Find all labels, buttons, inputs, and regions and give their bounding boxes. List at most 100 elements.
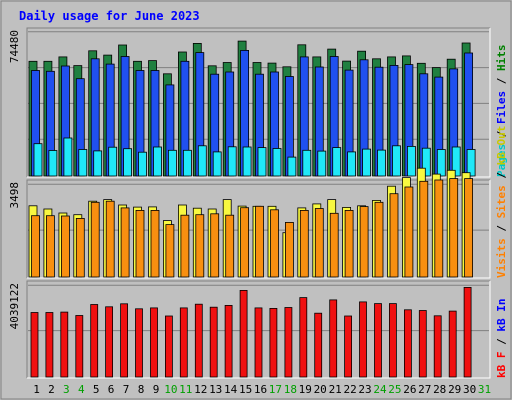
bar-kb-f-day-16 xyxy=(254,307,263,378)
bar-sites-day-13 xyxy=(210,213,220,278)
panel-border-dark xyxy=(26,179,490,278)
chart-title: Daily usage for June 2023 xyxy=(19,9,200,23)
bar-kb-f-day-9 xyxy=(150,307,158,378)
bar-sites-day-15 xyxy=(240,207,250,278)
bar-sites-day-2 xyxy=(46,215,55,278)
bar-kb-f-day-21 xyxy=(329,299,338,378)
chart-panels: 74480 3498 4039122 xyxy=(8,27,491,379)
bar-sites-day-16 xyxy=(255,205,264,278)
x-tick-label: 26 xyxy=(403,383,416,396)
x-tick-label: 28 xyxy=(433,383,446,396)
x-tick-label: 31 xyxy=(478,383,491,396)
x-axis-day-labels: 1 2 3 4 5 6 7 8 9 10 11 12 13 14 15 16 17 18 19 20 21 22 23 24 2… xyxy=(33,383,491,396)
panel-requests: 74480 xyxy=(8,27,491,178)
legend-entry: Files xyxy=(495,91,508,124)
bar-sites-day-6 xyxy=(105,200,115,278)
x-tick-label: 22 xyxy=(343,383,356,396)
bar-sites-day-7 xyxy=(120,207,130,278)
legend-entry: kB In xyxy=(495,299,508,332)
bar-pages-day-19 xyxy=(302,149,312,177)
x-tick-label: 2 xyxy=(48,383,55,396)
x-tick-label: 15 xyxy=(239,383,252,396)
bar-sites-day-3 xyxy=(61,215,70,278)
bar-kb-f-day-1 xyxy=(30,312,39,378)
legend-entry: Visits xyxy=(495,238,508,278)
x-tick-label: 19 xyxy=(299,383,312,396)
x-tick-label: 4 xyxy=(78,383,85,396)
bar-kb-f-day-12 xyxy=(194,303,203,378)
legend-separator: / xyxy=(495,165,508,185)
bar-sites-day-24 xyxy=(374,201,384,278)
bar-sites-day-22 xyxy=(344,209,354,278)
bar-sites-day-11 xyxy=(180,214,190,278)
bar-pages-day-3 xyxy=(63,137,73,177)
bar-pages-day-21 xyxy=(332,147,342,177)
bar-pages-day-24 xyxy=(377,149,386,177)
bar-sites-day-12 xyxy=(195,214,205,278)
bar-sites-day-10 xyxy=(165,224,175,278)
x-tick-label: 24 xyxy=(373,383,387,396)
bar-kb-f-day-19 xyxy=(299,297,308,378)
legend-entry: Hits xyxy=(495,45,508,72)
x-tick-label: 16 xyxy=(254,383,267,396)
panel-border-light xyxy=(27,180,491,279)
x-tick-label: 29 xyxy=(448,383,461,396)
bar-pages-day-20 xyxy=(317,150,327,177)
bar-pages-day-17 xyxy=(272,148,282,177)
bar-kb-f-day-7 xyxy=(120,303,128,378)
bar-kb-f-day-4 xyxy=(75,315,84,378)
series-pages xyxy=(33,137,476,177)
bar-sites-day-28 xyxy=(434,179,444,278)
x-tick-label: 3 xyxy=(63,383,70,396)
bar-pages-day-11 xyxy=(182,149,192,177)
bar-sites-day-8 xyxy=(135,209,145,278)
x-tick-label: 21 xyxy=(329,383,342,396)
bar-sites-day-4 xyxy=(75,217,85,278)
bar-kb-f-day-22 xyxy=(344,315,353,378)
bar-sites-day-21 xyxy=(329,212,339,278)
bar-kb-f-day-6 xyxy=(105,306,113,378)
series-sites xyxy=(31,178,474,278)
x-tick-label: 17 xyxy=(269,383,282,396)
x-tick-label: 12 xyxy=(194,383,207,396)
legend-separator: / xyxy=(495,71,508,91)
x-tick-label: 25 xyxy=(388,383,401,396)
bar-sites-day-5 xyxy=(90,201,100,278)
panel-border-dark xyxy=(26,27,490,177)
legend-entry: Pages xyxy=(495,144,508,177)
bar-sites-day-19 xyxy=(299,209,309,278)
bar-pages-day-16 xyxy=(257,147,267,177)
bar-kb-f-day-2 xyxy=(45,312,54,378)
bar-sites-day-29 xyxy=(449,178,459,278)
panel-border-dark xyxy=(26,280,490,378)
bar-kb-f-day-23 xyxy=(359,301,367,378)
bar-kb-f-day-13 xyxy=(209,306,218,378)
x-tick-label: 7 xyxy=(123,383,130,396)
bar-pages-day-12 xyxy=(197,145,207,177)
bar-sites-day-9 xyxy=(150,209,160,278)
bar-pages-day-6 xyxy=(108,146,118,177)
bar-kb-f-day-10 xyxy=(164,315,173,378)
bar-pages-day-1 xyxy=(33,143,43,177)
bar-kb-f-day-18 xyxy=(284,307,293,378)
bar-pages-day-2 xyxy=(48,150,58,177)
bar-pages-day-25 xyxy=(392,145,401,177)
x-tick-label: 11 xyxy=(179,383,192,396)
bar-pages-day-8 xyxy=(138,151,147,177)
bar-sites-day-25 xyxy=(389,193,399,278)
bar-sites-day-20 xyxy=(314,208,324,278)
bar-kb-f-day-30 xyxy=(463,286,472,378)
bar-kb-f-day-20 xyxy=(314,312,323,378)
bar-pages-day-18 xyxy=(287,156,297,177)
series-files xyxy=(31,50,474,177)
x-tick-label: 30 xyxy=(463,383,476,396)
legend-entry: kB F xyxy=(495,352,508,379)
x-tick-label: 8 xyxy=(138,383,145,396)
legend-separator: / xyxy=(495,218,508,238)
series-kb-f xyxy=(30,286,472,378)
legend-separator: / xyxy=(495,124,508,144)
bar-kb-f-day-29 xyxy=(448,310,457,378)
